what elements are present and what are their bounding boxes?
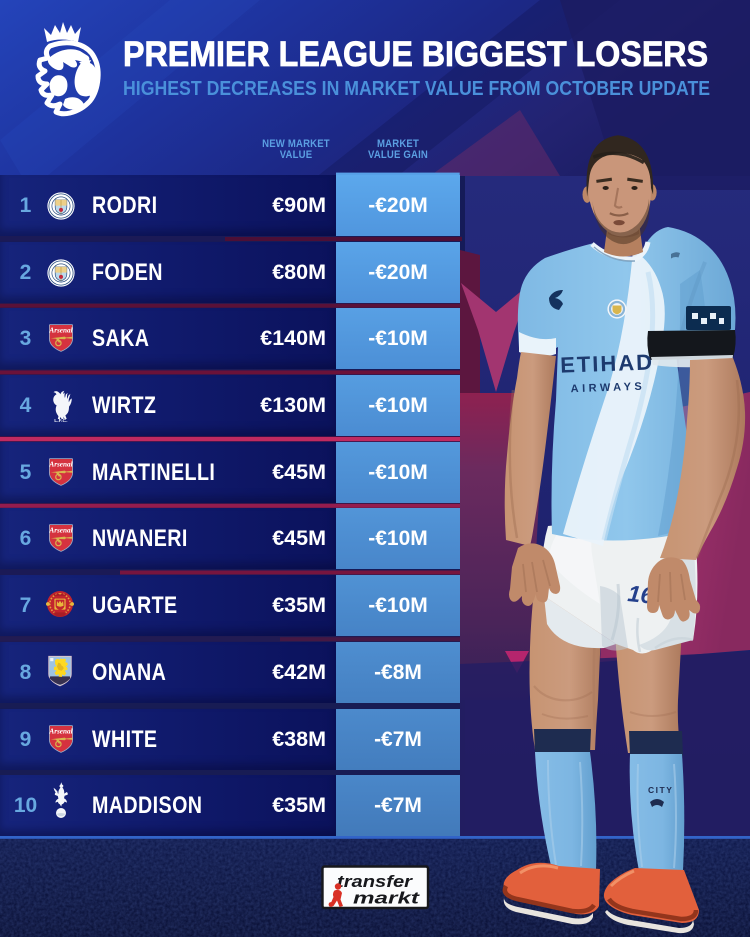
svg-text:transfer: transfer: [337, 873, 414, 891]
svg-text:Arsenal: Arsenal: [48, 326, 72, 334]
svg-text:markt: markt: [353, 890, 421, 908]
svg-text:Arsenal: Arsenal: [48, 527, 72, 535]
svg-text:AIRWAYS: AIRWAYS: [570, 381, 645, 396]
svg-text:Arsenal: Arsenal: [48, 727, 72, 735]
svg-text:Arsenal: Arsenal: [48, 460, 72, 468]
svg-text:CITY: CITY: [648, 785, 673, 795]
svg-text:L.F.C.: L.F.C.: [54, 418, 68, 422]
svg-text:ETIHAD: ETIHAD: [560, 349, 655, 377]
